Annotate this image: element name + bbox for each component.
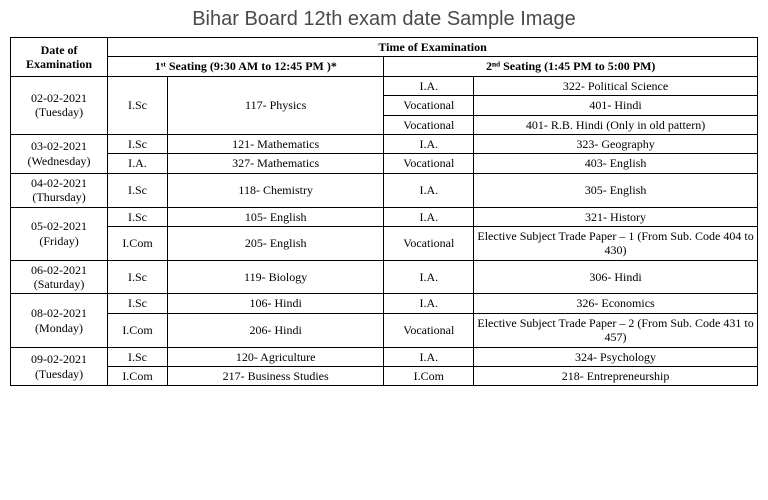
cell-subject: 217- Business Studies xyxy=(167,367,384,386)
cell-subject: 322- Political Science xyxy=(474,76,758,95)
cell-stream: I.Sc xyxy=(108,260,168,294)
cell-subject: 401- Hindi xyxy=(474,96,758,115)
exam-schedule-table: Date of Examination Time of Examination … xyxy=(10,37,758,386)
cell-stream: I.Sc xyxy=(108,76,168,134)
header-time: Time of Examination xyxy=(108,38,758,57)
cell-stream: I.A. xyxy=(384,260,474,294)
page-title: Bihar Board 12th exam date Sample Image xyxy=(10,8,758,31)
cell-stream: I.Com xyxy=(108,313,168,347)
cell-stream: Vocational xyxy=(384,313,474,347)
cell-subject: Elective Subject Trade Paper – 1 (From S… xyxy=(474,226,758,260)
table-row: 06-02-2021 (Saturday) I.Sc 119- Biology … xyxy=(11,260,758,294)
table-row: 04-02-2021 (Thursday) I.Sc 118- Chemistr… xyxy=(11,173,758,207)
cell-subject: 117- Physics xyxy=(167,76,384,134)
cell-subject: 306- Hindi xyxy=(474,260,758,294)
table-row: I.A. 327- Mathematics Vocational 403- En… xyxy=(11,154,758,173)
cell-stream: I.A. xyxy=(108,154,168,173)
cell-subject: 206- Hindi xyxy=(167,313,384,347)
cell-subject: 401- R.B. Hindi (Only in old pattern) xyxy=(474,115,758,134)
cell-stream: Vocational xyxy=(384,115,474,134)
cell-stream: I.A. xyxy=(384,76,474,95)
cell-stream: I.A. xyxy=(384,207,474,226)
cell-stream: I.Com xyxy=(108,226,168,260)
table-row: I.Com 217- Business Studies I.Com 218- E… xyxy=(11,367,758,386)
table-row: 03-02-2021 (Wednesday) I.Sc 121- Mathema… xyxy=(11,134,758,153)
cell-stream: I.A. xyxy=(384,173,474,207)
cell-date: 03-02-2021 (Wednesday) xyxy=(11,134,108,173)
cell-stream: Vocational xyxy=(384,154,474,173)
cell-subject: Elective Subject Trade Paper – 2 (From S… xyxy=(474,313,758,347)
cell-subject: 323- Geography xyxy=(474,134,758,153)
table-row: 05-02-2021 (Friday) I.Sc 105- English I.… xyxy=(11,207,758,226)
cell-date: 09-02-2021 (Tuesday) xyxy=(11,347,108,386)
cell-stream: I.Sc xyxy=(108,134,168,153)
cell-subject: 403- English xyxy=(474,154,758,173)
cell-stream: I.A. xyxy=(384,134,474,153)
table-row: 08-02-2021 (Monday) I.Sc 106- Hindi I.A.… xyxy=(11,294,758,313)
table-row: 02-02-2021 (Tuesday) I.Sc 117- Physics I… xyxy=(11,76,758,95)
cell-stream: I.Sc xyxy=(108,347,168,366)
header-seat2: 2ⁿᵈ Seating (1:45 PM to 5:00 PM) xyxy=(384,57,758,76)
table-row: I.Com 206- Hindi Vocational Elective Sub… xyxy=(11,313,758,347)
cell-subject: 119- Biology xyxy=(167,260,384,294)
header-seat1: 1ˢᵗ Seating (9:30 AM to 12:45 PM )* xyxy=(108,57,384,76)
cell-subject: 120- Agriculture xyxy=(167,347,384,366)
cell-date: 04-02-2021 (Thursday) xyxy=(11,173,108,207)
cell-subject: 105- English xyxy=(167,207,384,226)
cell-subject: 321- History xyxy=(474,207,758,226)
table-row: 09-02-2021 (Tuesday) I.Sc 120- Agricultu… xyxy=(11,347,758,366)
cell-subject: 326- Economics xyxy=(474,294,758,313)
cell-subject: 106- Hindi xyxy=(167,294,384,313)
cell-date: 08-02-2021 (Monday) xyxy=(11,294,108,347)
cell-stream: I.A. xyxy=(384,347,474,366)
cell-date: 05-02-2021 (Friday) xyxy=(11,207,108,260)
cell-stream: I.A. xyxy=(384,294,474,313)
cell-stream: Vocational xyxy=(384,226,474,260)
cell-subject: 218- Entrepreneurship xyxy=(474,367,758,386)
cell-stream: I.Sc xyxy=(108,207,168,226)
cell-stream: I.Sc xyxy=(108,173,168,207)
cell-subject: 118- Chemistry xyxy=(167,173,384,207)
cell-stream: I.Com xyxy=(384,367,474,386)
cell-stream: Vocational xyxy=(384,96,474,115)
cell-subject: 324- Psychology xyxy=(474,347,758,366)
table-row: I.Com 205- English Vocational Elective S… xyxy=(11,226,758,260)
cell-date: 06-02-2021 (Saturday) xyxy=(11,260,108,294)
header-date: Date of Examination xyxy=(11,38,108,77)
cell-stream: I.Com xyxy=(108,367,168,386)
cell-subject: 305- English xyxy=(474,173,758,207)
cell-subject: 327- Mathematics xyxy=(167,154,384,173)
cell-subject: 121- Mathematics xyxy=(167,134,384,153)
cell-date: 02-02-2021 (Tuesday) xyxy=(11,76,108,134)
cell-subject: 205- English xyxy=(167,226,384,260)
cell-stream: I.Sc xyxy=(108,294,168,313)
